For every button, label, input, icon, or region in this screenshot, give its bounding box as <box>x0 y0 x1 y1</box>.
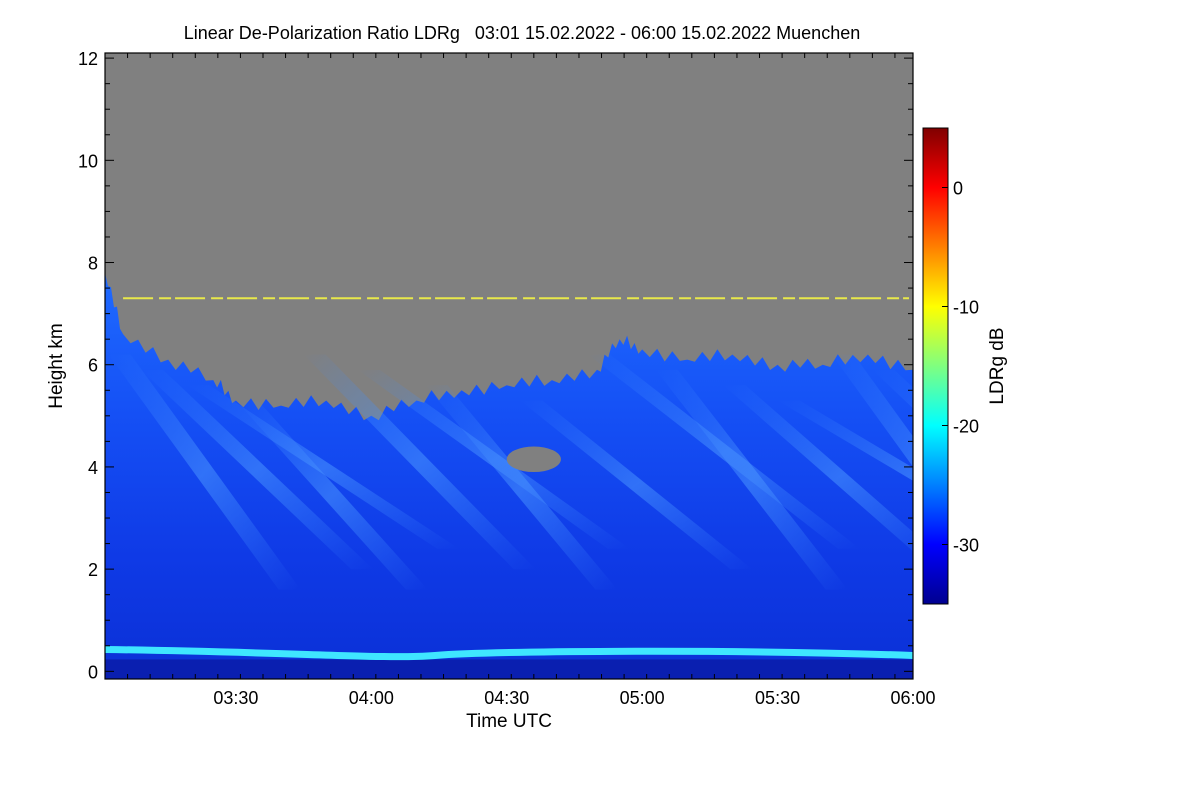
x-axis: 03:30 04:00 04:30 05:00 05:30 06:00 <box>104 53 936 708</box>
colorbar-ticks: 0 -10 -20 -30 <box>942 179 979 556</box>
y-tick-label: 0 <box>88 662 98 682</box>
y-tick-label: 6 <box>88 356 98 376</box>
y-tick-label: 2 <box>88 560 98 580</box>
fall-streak <box>872 369 913 409</box>
x-tick-label: 06:00 <box>890 688 935 708</box>
fall-streak <box>831 354 913 467</box>
x-tick-label: 04:00 <box>349 688 394 708</box>
colorbar-label: LDRg dB <box>987 327 1008 404</box>
y-tick-label: 4 <box>88 458 98 478</box>
near-field-band <box>105 645 913 661</box>
plot-area <box>105 53 913 679</box>
x-tick-label: 05:30 <box>755 688 800 708</box>
x-axis-label: Time UTC <box>466 711 552 732</box>
x-tick-label: 04:30 <box>484 688 529 708</box>
fall-streak <box>187 385 460 549</box>
fall-streak <box>303 354 536 570</box>
no-signal-patch <box>506 446 561 473</box>
y-axis: 0 2 4 6 8 10 12 <box>78 49 913 682</box>
colorbar-tick-label: -10 <box>953 298 979 318</box>
colorbar-tick-label: -20 <box>953 417 979 437</box>
x-tick-label: 05:00 <box>620 688 665 708</box>
fall-streak <box>425 385 618 590</box>
y-tick-label: 12 <box>78 49 98 69</box>
near-ground-region <box>105 659 913 679</box>
fall-streak <box>108 354 301 590</box>
fall-streak <box>520 400 753 570</box>
y-tick-label: 8 <box>88 254 98 274</box>
fall-streak <box>235 400 428 590</box>
colorbar-tick-label: 0 <box>953 179 963 199</box>
y-tick-label: 10 <box>78 151 98 171</box>
colorbar-tick-label: -30 <box>953 536 979 556</box>
fall-streak <box>141 369 374 570</box>
colorbar: 0 -10 -20 -30 LDRg dB <box>922 127 1008 605</box>
plot-frame <box>104 52 914 680</box>
colorbar-gradient <box>922 127 949 605</box>
fall-streak <box>655 369 848 590</box>
chart-title: Linear De-Polarization Ratio LDRg 03:01 … <box>184 23 860 43</box>
x-tick-label: 03:30 <box>213 688 258 708</box>
y-axis-label: Height km <box>46 323 67 409</box>
